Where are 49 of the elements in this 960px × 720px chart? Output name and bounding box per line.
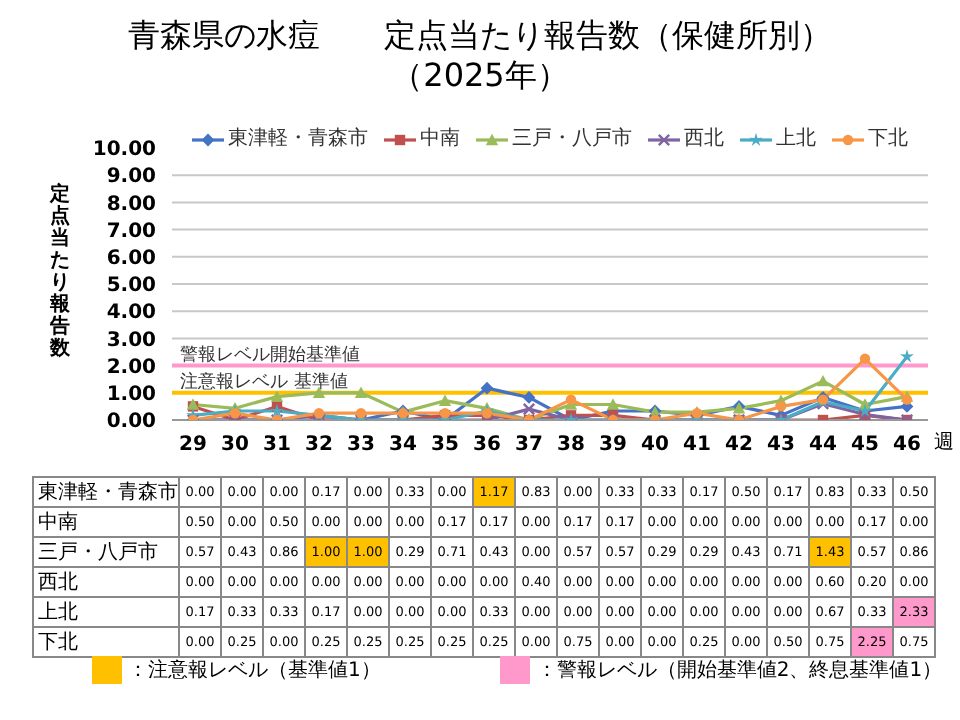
x-tick-label: 45 [851,434,879,457]
x-tick-label: 38 [557,434,585,457]
y-tick-label: 1.00 [106,383,157,406]
text: 三戸・八戸市 [38,542,158,564]
text: ：警報レベル（開始基準値2、終息基準値1） [536,657,943,684]
y-tick-label: 10.00 [92,139,157,162]
x-tick-label: 32 [305,434,333,457]
x-tick-label: 37 [515,434,543,457]
x-tick-label: 30 [221,434,249,457]
y-axis-title: 定点当たり報告数 [48,184,72,360]
text: 上北 [38,602,78,624]
legend-label: 東津軽・青森市 [226,128,368,152]
x-tick-label: 42 [725,434,753,457]
text: 下北 [38,632,78,654]
x-tick-label: 44 [809,434,837,457]
y-tick-label: 8.00 [106,193,157,216]
legend-label: 中南 [418,128,460,152]
chart-subtitle: （2025年） [389,56,571,96]
y-tick-label: 9.00 [106,166,157,189]
text: 西北 [38,572,78,594]
x-tick-label: 46 [893,434,921,457]
x-tick-label: 40 [641,434,669,457]
ref-line-label: 警報レベル開始基準値 [180,343,360,366]
x-tick-label: 43 [767,434,795,457]
x-tick-label: 31 [263,434,291,457]
legend-label: 下北 [866,128,908,152]
chart-title: 青森県の水痘 定点当たり報告数（保健所別） [126,16,834,56]
x-tick-label: 35 [431,434,459,457]
y-tick-label: 5.00 [106,275,157,298]
x-tick-label: 36 [473,434,501,457]
x-tick-label: 33 [347,434,375,457]
ref-line-label: 注意報レベル 基準値 [180,370,348,393]
y-tick-label: 0.00 [106,411,157,434]
x-tick-label: 29 [179,434,207,457]
legend-label: 西北 [682,128,724,152]
legend-label: 三戸・八戸市 [510,128,632,152]
x-tick-label: 41 [683,434,711,457]
y-tick-label: 6.00 [106,247,157,270]
y-tick-label: 3.00 [106,329,157,352]
text: 中南 [38,512,78,534]
text: 東津軽・青森市 [38,482,178,504]
text: ：注意報レベル（基準値1） [128,657,381,684]
y-tick-label: 2.00 [106,356,157,379]
x-tick-label: 34 [389,434,417,457]
y-tick-label: 4.00 [106,302,157,325]
y-tick-label: 7.00 [106,220,157,243]
x-tick-label: 39 [599,434,627,457]
legend-label: 上北 [774,128,816,152]
x-axis-title: 週 [934,430,954,456]
